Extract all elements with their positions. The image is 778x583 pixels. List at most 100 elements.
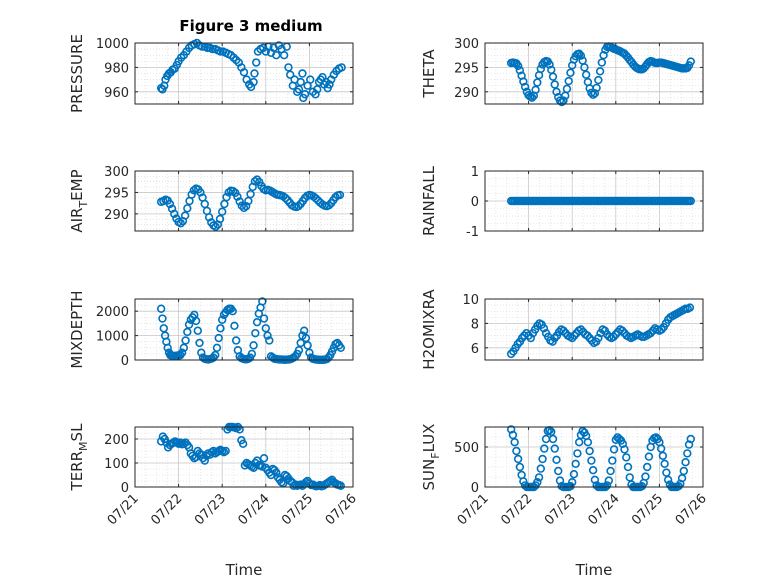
data-point: [214, 333, 223, 343]
data-point: [602, 481, 612, 490]
y-axis-label-pressure: PRESSURE: [68, 34, 86, 113]
data-point: [683, 449, 692, 458]
data-point: [592, 83, 601, 93]
data-point: [548, 434, 558, 444]
data-point: [574, 49, 584, 58]
data-point: [279, 50, 289, 60]
y-axis-label-theta: THETA: [420, 49, 438, 99]
axes-frame: [484, 298, 704, 361]
y-tick-label: 200: [104, 433, 129, 448]
data-point: [679, 466, 689, 476]
data-point: [221, 446, 230, 456]
y-tick-label: 1000: [96, 330, 129, 345]
data-point: [177, 348, 187, 357]
data-point: [180, 211, 190, 220]
data-point: [306, 75, 315, 84]
data-point: [594, 333, 603, 343]
data-point: [684, 61, 694, 70]
data-point: [176, 219, 185, 228]
data-point: [590, 89, 600, 98]
y-tick-label: 300: [454, 37, 479, 52]
data-point: [545, 60, 554, 69]
y-tick-label: 295: [104, 186, 129, 201]
data-point: [526, 333, 535, 343]
data-point: [249, 77, 258, 87]
data-point: [286, 70, 295, 79]
y-tick-label: 2000: [96, 305, 129, 320]
data-point: [335, 190, 345, 200]
data-point: [536, 464, 546, 473]
data-point: [510, 438, 519, 447]
data-point: [564, 76, 573, 86]
y-tick-label: 290: [454, 86, 479, 101]
data-point: [239, 68, 249, 77]
axes-frame: [134, 426, 354, 488]
data-point: [284, 63, 293, 72]
data-point: [604, 476, 614, 485]
data-point: [294, 201, 303, 211]
data-point: [608, 456, 617, 465]
data-point: [235, 425, 244, 434]
x-axis-label: Time: [225, 561, 263, 579]
data-point: [658, 451, 668, 460]
data-point: [311, 194, 321, 203]
series-markers: [506, 303, 695, 359]
data-point: [252, 58, 261, 67]
data-point: [536, 64, 546, 74]
data-point: [527, 93, 537, 102]
data-point: [193, 326, 202, 335]
data-point: [336, 481, 345, 490]
subplot-rainfall: -1 0 1 RAINFALL: [420, 165, 704, 240]
data-point: [156, 304, 166, 313]
data-point: [216, 324, 225, 333]
data-point: [230, 321, 239, 331]
data-point: [211, 350, 220, 360]
data-point: [246, 189, 255, 199]
data-point: [513, 454, 523, 464]
data-point: [552, 455, 561, 464]
data-point: [181, 336, 190, 345]
data-point: [296, 338, 305, 348]
y-tick-label: 290: [104, 208, 129, 223]
data-point: [184, 320, 194, 329]
data-point: [218, 207, 227, 216]
data-point: [251, 328, 260, 338]
data-point: [259, 314, 269, 323]
series-markers: [506, 196, 695, 206]
data-point: [594, 75, 603, 85]
data-point: [534, 473, 544, 482]
y-tick-label: 0: [121, 481, 129, 496]
data-point: [259, 454, 269, 463]
data-point: [609, 445, 619, 454]
data-point: [249, 341, 258, 350]
data-point: [512, 446, 521, 456]
y-axis-label-terr-msl: TERRMSL: [68, 423, 90, 492]
data-point: [588, 466, 598, 475]
data-point: [660, 459, 669, 468]
axes-frame: [134, 42, 354, 105]
data-point: [663, 475, 673, 484]
y-tick-label: 100: [104, 457, 129, 472]
subplot-h2omixra: 6 8 10 H2OMIXRA: [420, 289, 704, 370]
data-point: [211, 222, 220, 231]
data-point: [301, 333, 311, 343]
data-point: [513, 61, 523, 71]
y-tick-label: 10: [462, 293, 479, 308]
data-point: [686, 196, 695, 206]
data-point: [576, 51, 586, 60]
data-point: [294, 346, 304, 355]
y-tick-label: 980: [104, 61, 129, 76]
data-point: [313, 85, 322, 94]
y-tick-label: 6: [471, 342, 479, 357]
data-point: [237, 201, 247, 210]
x-axis-label: Time: [575, 561, 613, 579]
series-markers: [506, 42, 695, 107]
data-point: [595, 67, 605, 76]
y-tick-label: 500: [454, 441, 479, 456]
series-markers: [506, 425, 695, 492]
data-point: [183, 327, 192, 337]
subplot-air-temp: 290 295 300 AIRTEMP: [68, 165, 354, 233]
data-point: [685, 303, 695, 312]
data-point: [539, 324, 549, 333]
